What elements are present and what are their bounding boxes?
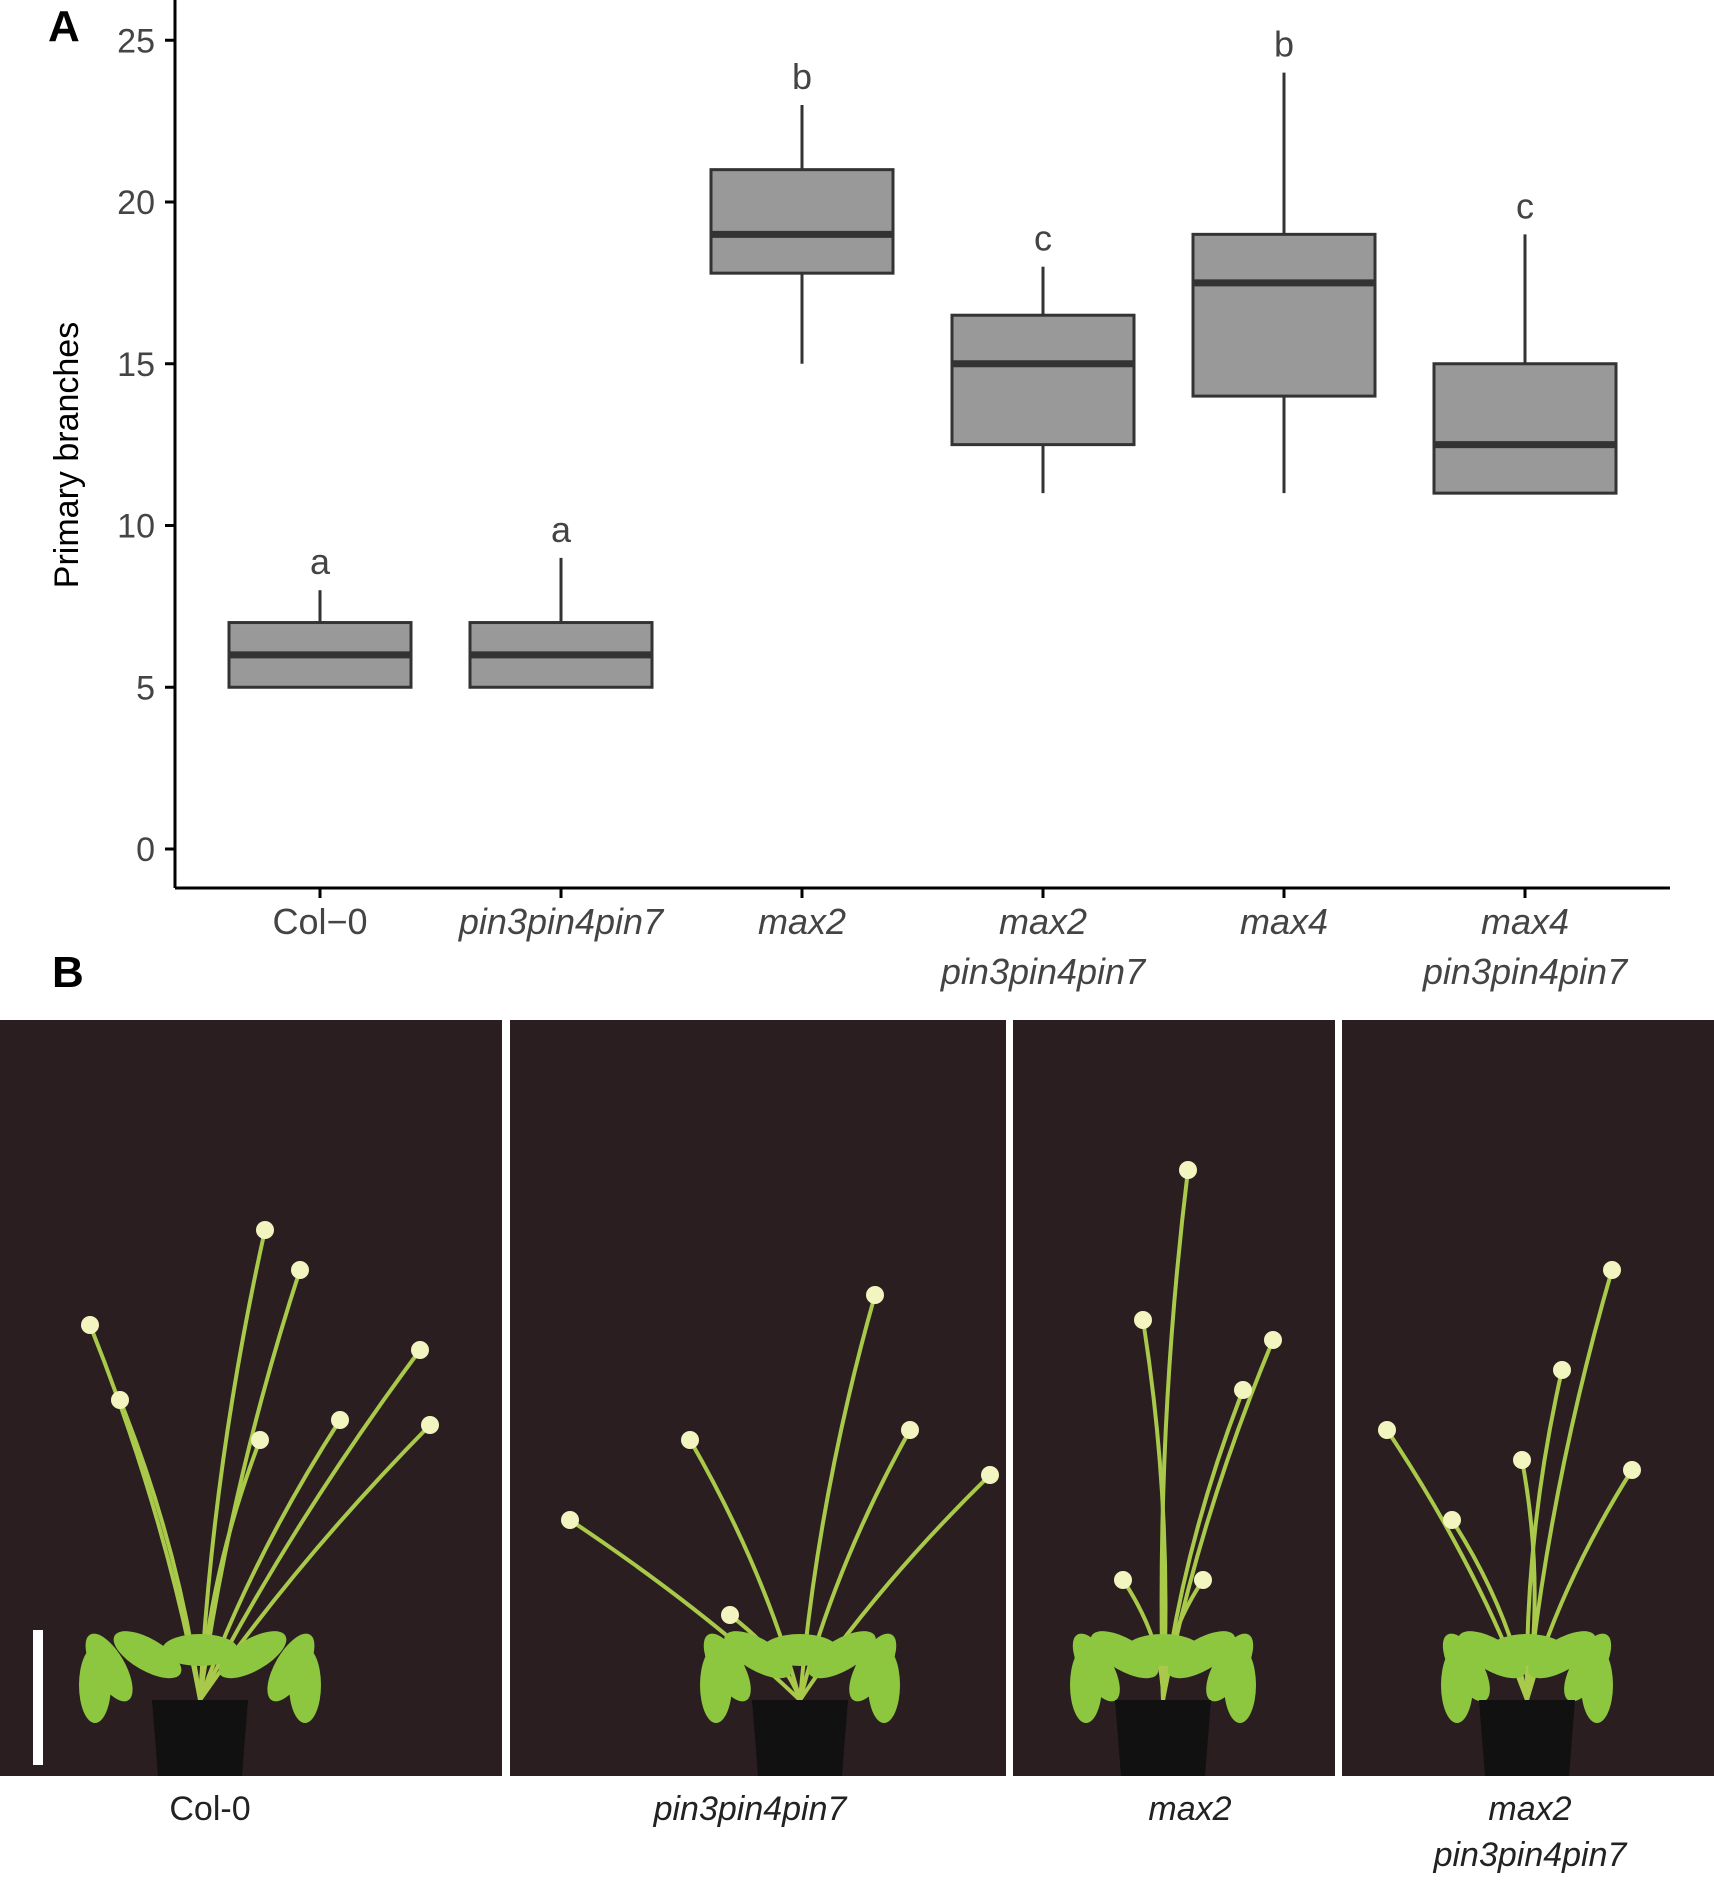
flower-cluster — [1623, 1461, 1641, 1479]
photo-label-col0: Col-0 — [169, 1790, 251, 1828]
boxplot-chart: 0 5 10 15 20 25 Primary branches a Col−0 a pin3pin… — [48, 0, 1670, 992]
x-tick-label: max2 — [999, 901, 1087, 942]
rosette-leaf — [113, 1631, 182, 1679]
significance-letter: a — [551, 509, 572, 550]
flower-cluster — [1114, 1571, 1132, 1589]
flower-cluster — [1234, 1381, 1252, 1399]
flower-cluster — [411, 1341, 429, 1359]
plant-photo-max2 — [1070, 1161, 1282, 1776]
flower-cluster — [1194, 1571, 1212, 1589]
x-tick-label: Col−0 — [272, 901, 367, 942]
x-tick-label: max4 — [1240, 901, 1328, 942]
y-tick-label: 15 — [117, 346, 155, 384]
rosette-leaf — [1441, 1647, 1473, 1723]
x-tick-label: pin3pin4pin7 — [458, 901, 665, 942]
photo-label-pin3pin4pin7: pin3pin4pin7 — [653, 1790, 847, 1828]
flower-cluster — [111, 1391, 129, 1409]
rosette-leaf — [1167, 1631, 1236, 1679]
photo-panel-col0 — [0, 1020, 502, 1776]
stem — [1450, 1518, 1529, 1701]
box — [1432, 362, 1618, 495]
flower-cluster — [81, 1316, 99, 1334]
plant-photo-max2-pin3pin4pin7 — [1378, 1261, 1641, 1776]
x-tick-label: max2 — [758, 901, 846, 942]
rosette-leaf — [849, 1633, 897, 1702]
flower-cluster — [901, 1421, 919, 1439]
flower-cluster — [1513, 1451, 1531, 1469]
y-tick-label: 25 — [117, 22, 155, 60]
box — [1191, 232, 1377, 398]
photo-panel-pin3pin4pin7 — [510, 1020, 1006, 1776]
flower-cluster — [421, 1416, 439, 1434]
y-tick-label: 0 — [136, 831, 155, 869]
rosette-leaf — [1458, 1631, 1526, 1679]
plant-photo-col0 — [33, 1221, 439, 1776]
flower-cluster — [981, 1466, 999, 1484]
flower-cluster — [1264, 1331, 1282, 1349]
x-tick-label: max4 — [1481, 901, 1569, 942]
photo-panel-max2-pin3pin4pin7 — [1342, 1020, 1714, 1776]
rosette-leaf — [162, 1634, 238, 1666]
significance-letter: c — [1034, 218, 1052, 259]
flower-cluster — [561, 1511, 579, 1529]
flower-cluster — [1378, 1421, 1396, 1439]
pot — [1479, 1700, 1575, 1776]
box — [709, 168, 895, 275]
x-tick-label-line2: pin3pin4pin7 — [1422, 951, 1629, 992]
panel-label-b: B — [52, 948, 84, 997]
box — [950, 313, 1136, 447]
rosette-leaf — [1206, 1633, 1254, 1702]
pot — [752, 1700, 848, 1776]
y-tick-label: 5 — [136, 669, 155, 707]
panel-label-a: A — [48, 2, 80, 51]
y-tick-label: 10 — [117, 508, 155, 546]
significance-letter: b — [792, 56, 812, 97]
plant-photo-pin3pin4pin7 — [561, 1286, 999, 1776]
flower-cluster — [331, 1411, 349, 1429]
scale-bar — [33, 1630, 43, 1765]
rosette-leaf — [724, 1631, 792, 1679]
rosette-leaf — [1564, 1633, 1612, 1702]
rosette-leaf — [218, 1631, 287, 1679]
flower-cluster — [1553, 1361, 1571, 1379]
photo-panel-max2 — [1013, 1020, 1335, 1776]
flower-cluster — [1443, 1511, 1461, 1529]
photo-label-max2-pin3pin4pin7: max2 pin3pin4pin7 — [1433, 1790, 1627, 1874]
rosette-leaf — [267, 1633, 315, 1702]
flower-cluster — [1134, 1311, 1152, 1329]
rosette-leaf — [1090, 1631, 1159, 1679]
x-tick-label-line2: pin3pin4pin7 — [940, 951, 1147, 992]
flower-cluster — [866, 1286, 884, 1304]
significance-letter: b — [1274, 24, 1294, 65]
flower-cluster — [1603, 1261, 1621, 1279]
flower-cluster — [1179, 1161, 1197, 1179]
significance-letter: c — [1516, 185, 1534, 226]
rosette-leaf — [700, 1647, 732, 1723]
y-tick-label: 20 — [117, 184, 155, 222]
rosette-leaf — [808, 1631, 876, 1679]
rosette-leaf — [79, 1647, 111, 1723]
significance-letter: a — [310, 541, 331, 582]
pot — [152, 1700, 248, 1776]
y-axis-label: Primary branches — [48, 322, 86, 588]
flower-cluster — [681, 1431, 699, 1449]
flower-cluster — [251, 1431, 269, 1449]
flower-cluster — [291, 1261, 309, 1279]
flower-cluster — [721, 1606, 739, 1624]
rosette-leaf — [1070, 1647, 1102, 1723]
stem — [1159, 1169, 1190, 1701]
pot — [1115, 1700, 1211, 1776]
photo-label-max2: max2 — [1148, 1790, 1232, 1828]
stem — [198, 1439, 262, 1701]
flower-cluster — [256, 1221, 274, 1239]
